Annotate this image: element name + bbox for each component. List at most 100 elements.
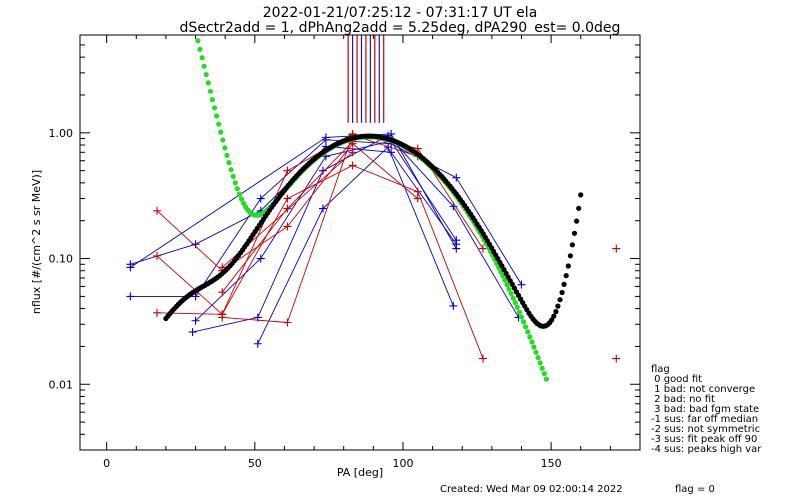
fit-bead xyxy=(195,38,201,44)
series-line xyxy=(257,146,454,344)
fit-bead xyxy=(574,218,580,224)
fit-bead xyxy=(533,349,539,355)
fit-bead xyxy=(230,173,236,179)
x-axis-label: PA [deg] xyxy=(337,466,383,479)
x-tick-label: 150 xyxy=(541,457,562,470)
series-line xyxy=(192,135,519,333)
legend-item: -3 sus: fit peak off 90 xyxy=(651,434,757,445)
fit-bead xyxy=(531,344,537,350)
data-point-marker xyxy=(452,236,461,245)
legend-title: flag xyxy=(651,364,670,375)
created-timestamp: Created: Wed Mar 09 02:00:14 2022 xyxy=(440,484,623,495)
fit-bead xyxy=(207,88,213,94)
fit-bead xyxy=(514,304,520,310)
fit-bead xyxy=(222,145,228,151)
fit-bead xyxy=(216,121,222,127)
data-point-marker xyxy=(413,187,422,196)
sector-mark-lines xyxy=(347,35,385,123)
legend-item: 0 good fit xyxy=(651,374,702,385)
legend-item: 3 bad: bad fgm state xyxy=(651,404,759,415)
fit-curves xyxy=(163,38,584,382)
fit-bead xyxy=(226,160,232,166)
fit-bead xyxy=(516,309,523,315)
y-axis-label: nflux [#/(cm^2 s sr MeV)] xyxy=(30,170,43,314)
fit-bead xyxy=(203,72,209,78)
legend-item: -4 sus: peaks high var xyxy=(651,444,762,455)
data-point-marker xyxy=(253,339,262,348)
x-tick-label: 100 xyxy=(392,457,413,470)
data-point-marker xyxy=(449,301,458,310)
data-point-marker xyxy=(612,354,621,363)
fit-bead xyxy=(238,196,245,202)
y-tick-label: 1.00 xyxy=(49,127,74,140)
data-point-marker xyxy=(188,328,197,337)
data-point-marker xyxy=(153,308,162,317)
data-point-marker xyxy=(283,166,292,175)
data-point-marker xyxy=(478,354,487,363)
data-point-marker xyxy=(153,251,162,260)
fit-bead xyxy=(561,281,567,287)
x-tick-label: 0 xyxy=(103,457,110,470)
data-point-marker xyxy=(283,318,292,327)
fit-bead xyxy=(576,205,582,211)
fit-bead xyxy=(502,277,508,283)
data-point-marker xyxy=(452,244,461,253)
data-point-marker xyxy=(283,204,292,213)
fit-bead xyxy=(508,290,514,297)
series-line xyxy=(130,133,457,268)
fit-bead xyxy=(539,365,545,371)
fit-bead xyxy=(527,334,533,340)
data-point-marker xyxy=(218,313,227,322)
fit-bead xyxy=(209,97,215,103)
data-point-marker xyxy=(153,206,162,215)
fit-bead xyxy=(521,319,527,325)
fit-bead xyxy=(236,191,242,197)
fit-bead xyxy=(569,242,576,248)
fit-bead xyxy=(518,314,525,320)
data-point-marker xyxy=(191,316,200,325)
fit-bead xyxy=(211,105,218,111)
data-point-marker xyxy=(517,280,526,289)
data-series xyxy=(126,129,621,363)
fit-bead xyxy=(551,313,557,319)
flag-legend: flag 0 good fit 1 bad: not converge 2 ba… xyxy=(651,364,762,455)
fit-bead xyxy=(199,55,205,61)
fit-bead xyxy=(541,371,547,377)
data-point-marker xyxy=(218,288,227,297)
fit-bead xyxy=(506,286,512,292)
series-line xyxy=(156,165,484,359)
fit-bead xyxy=(549,317,555,323)
fit-bead xyxy=(224,152,230,158)
legend-item: 2 bad: no fit xyxy=(651,394,715,405)
legend-item: -1 sus: far off median xyxy=(651,414,758,425)
data-point-marker xyxy=(452,173,461,182)
fit-bead xyxy=(559,289,565,296)
data-point-marker xyxy=(256,194,265,203)
data-point-marker xyxy=(612,244,621,253)
fit-bead xyxy=(510,295,516,301)
fit-bead xyxy=(565,263,571,269)
fit-bead xyxy=(214,113,220,119)
data-point-marker xyxy=(283,222,292,231)
y-tick-label: 0.01 xyxy=(49,378,74,391)
data-point-marker xyxy=(318,166,327,175)
data-point-marker xyxy=(283,194,292,203)
plot-frame xyxy=(79,34,641,451)
fit-bead xyxy=(197,46,203,52)
fit-bead xyxy=(563,273,569,279)
fit-bead xyxy=(234,186,240,192)
axes: 0 50 100 150 0.01 0.10 1.00 xyxy=(49,35,640,470)
fit-bead xyxy=(571,230,578,236)
fit-bead xyxy=(523,324,529,330)
data-point-marker xyxy=(478,244,487,253)
data-point-marker xyxy=(191,240,200,249)
fit-bead xyxy=(567,253,574,259)
fit-bead xyxy=(529,339,535,345)
fit-bead xyxy=(205,80,211,86)
series-line xyxy=(222,134,418,323)
x-tick-label: 50 xyxy=(248,457,262,470)
data-point-marker xyxy=(318,204,327,213)
series-line xyxy=(130,145,457,265)
fit-bead xyxy=(525,329,531,335)
